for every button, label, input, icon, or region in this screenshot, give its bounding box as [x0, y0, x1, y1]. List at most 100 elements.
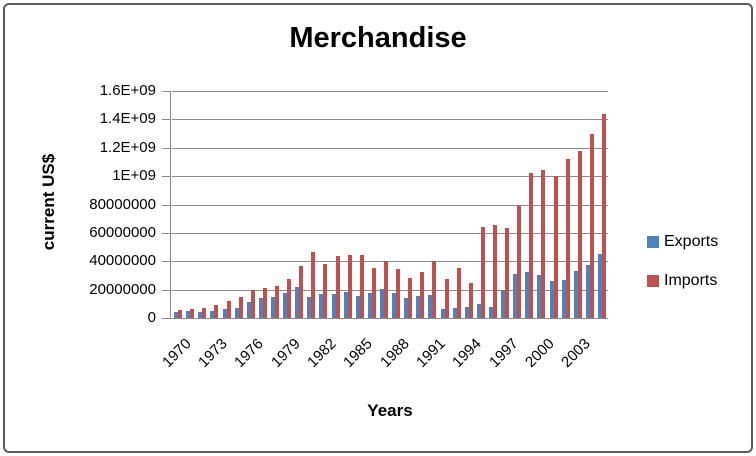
- gridline: [172, 232, 608, 234]
- bar-exports-1970: [174, 312, 179, 318]
- y-axis-label: 40000000: [89, 252, 156, 270]
- bar-imports-1989: [408, 278, 413, 318]
- bar-exports-1989: [404, 298, 409, 318]
- gridline: [172, 91, 608, 92]
- bar-exports-1990: [416, 296, 421, 318]
- bar-exports-2002: [561, 280, 566, 318]
- bar-imports-1973: [214, 305, 219, 318]
- x-axis-label: 2000: [522, 335, 558, 371]
- bar-imports-2003: [577, 151, 582, 318]
- bar-imports-1970: [178, 310, 183, 318]
- bar-imports-1993: [456, 268, 461, 318]
- bar-imports-1974: [226, 301, 231, 318]
- bar-imports-2000: [541, 170, 546, 318]
- bar-exports-1986: [367, 293, 372, 318]
- x-axis-label: 1976: [231, 335, 268, 371]
- y-axis-label: 20000000: [89, 280, 156, 298]
- bar-exports-2005: [597, 254, 602, 318]
- chart-title: Merchandise: [289, 22, 467, 54]
- y-axis-tick: [162, 91, 170, 92]
- bar-exports-1993: [452, 308, 457, 318]
- legend-label-exports: Exports: [664, 233, 719, 250]
- bar-exports-2000: [537, 275, 542, 318]
- y-axis-label: 1.4E+09: [99, 110, 156, 128]
- y-axis-label: 60000000: [89, 223, 156, 241]
- bar-exports-1985: [355, 296, 360, 318]
- bar-imports-1999: [529, 173, 534, 318]
- bar-exports-1981: [307, 297, 312, 318]
- imports-swatch-icon: [647, 275, 659, 287]
- bar-imports-1981: [311, 252, 316, 318]
- bar-exports-1994: [464, 307, 469, 318]
- bar-imports-1998: [517, 206, 522, 318]
- x-axis-label: 1970: [158, 335, 195, 371]
- x-axis-label: 2003: [558, 335, 595, 371]
- bar-exports-1998: [513, 274, 518, 318]
- gridline: [172, 204, 608, 206]
- y-axis-tick: [162, 232, 170, 234]
- bar-exports-1983: [331, 294, 336, 318]
- bar-exports-2003: [573, 271, 578, 318]
- bar-exports-1974: [222, 309, 227, 318]
- gridline: [172, 289, 608, 291]
- bar-imports-1987: [383, 261, 388, 318]
- bar-exports-1979: [283, 293, 288, 318]
- bar-exports-1988: [392, 293, 397, 318]
- bar-imports-2002: [565, 159, 570, 318]
- bar-imports-1984: [347, 255, 352, 318]
- y-axis-label: 1.2E+09: [99, 138, 156, 156]
- x-axis-label: 1994: [449, 335, 486, 371]
- bar-imports-1988: [396, 269, 401, 318]
- bar-imports-2001: [553, 176, 558, 318]
- bar-exports-2001: [549, 281, 554, 318]
- y-axis-label: 1.6E+09: [99, 82, 156, 99]
- bar-exports-1987: [379, 289, 384, 318]
- y-axis-label: 1E+09: [112, 167, 156, 185]
- x-axis-line: [170, 318, 608, 319]
- bar-exports-1977: [258, 298, 263, 318]
- bar-imports-1996: [492, 225, 497, 318]
- bar-imports-2005: [601, 114, 606, 318]
- bar-exports-1973: [210, 311, 215, 318]
- x-axis-label: 1982: [304, 335, 340, 371]
- y-axis-label: 0: [147, 309, 156, 326]
- gridline: [172, 119, 608, 121]
- x-axis-label: 1979: [267, 335, 304, 371]
- bar-exports-1971: [186, 311, 191, 318]
- y-axis-tick: [162, 119, 170, 121]
- y-axis-tick: [162, 147, 170, 149]
- exports-swatch-icon: [647, 236, 659, 248]
- bar-exports-1992: [440, 309, 445, 318]
- bar-imports-1995: [480, 227, 485, 318]
- gridline: [172, 147, 608, 149]
- bar-imports-1977: [262, 288, 267, 318]
- bar-imports-1994: [468, 283, 473, 318]
- bar-imports-1997: [505, 228, 510, 318]
- legend-item-imports: Imports: [647, 273, 718, 289]
- x-axis-label: 1988: [376, 335, 413, 371]
- bar-imports-1978: [274, 286, 279, 318]
- bar-exports-1978: [270, 297, 275, 318]
- y-axis-line: [170, 91, 171, 318]
- bar-imports-1980: [299, 266, 304, 318]
- y-axis-tick: [162, 261, 170, 263]
- bar-imports-1985: [359, 255, 364, 318]
- bar-imports-1976: [250, 290, 255, 318]
- gridline: [172, 176, 608, 178]
- bar-exports-1991: [428, 295, 433, 318]
- bar-exports-2004: [585, 265, 590, 318]
- bar-exports-1980: [295, 287, 300, 318]
- bar-imports-1992: [444, 279, 449, 318]
- bar-imports-1991: [432, 261, 437, 318]
- bar-exports-1982: [319, 294, 324, 318]
- bar-imports-1975: [238, 297, 243, 318]
- y-axis-tick: [162, 176, 170, 178]
- bar-exports-1984: [343, 292, 348, 318]
- y-axis-label: 80000000: [89, 195, 156, 213]
- bar-imports-1990: [420, 272, 425, 318]
- bar-exports-1997: [501, 290, 506, 318]
- gridline: [172, 261, 608, 263]
- bar-imports-1979: [287, 279, 292, 318]
